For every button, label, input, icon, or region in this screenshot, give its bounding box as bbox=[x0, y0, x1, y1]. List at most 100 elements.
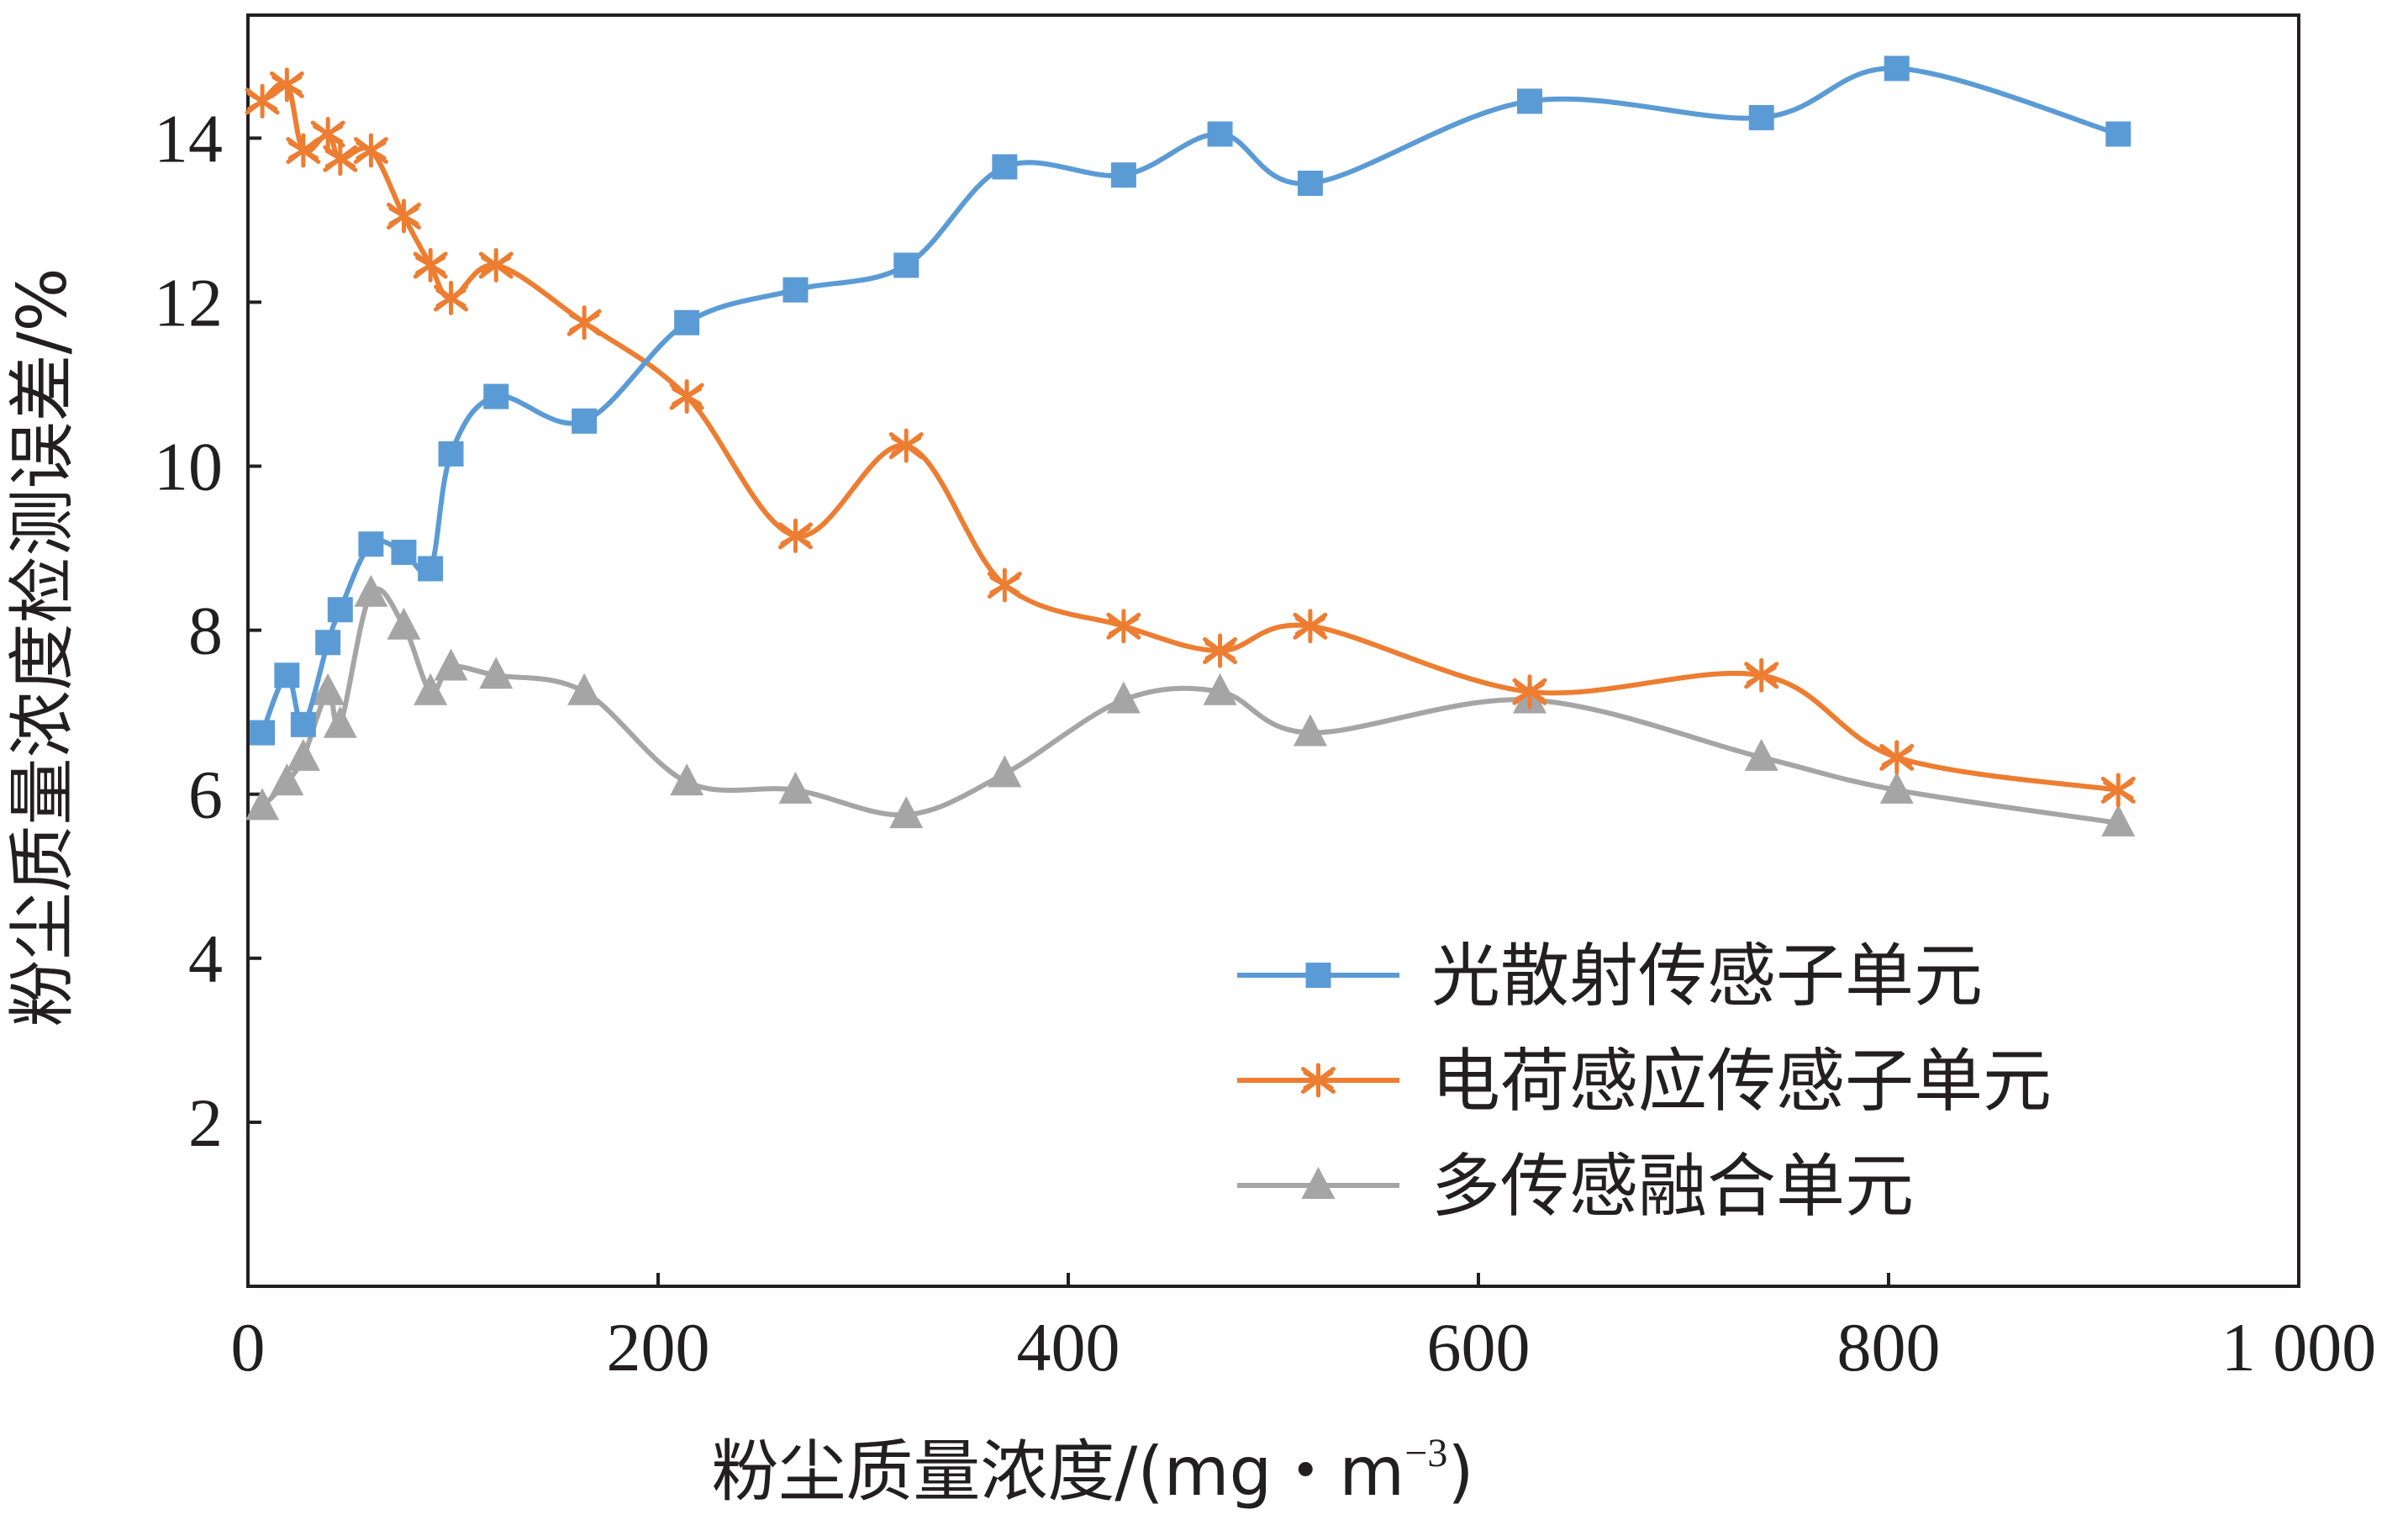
asterisk-stroke bbox=[353, 136, 388, 164]
data-point bbox=[391, 539, 417, 565]
data-point bbox=[1748, 104, 1774, 130]
asterisk-stroke bbox=[987, 571, 1022, 599]
legend-item: 光散射传感子单元 bbox=[1237, 937, 1983, 1016]
asterisk-stroke bbox=[888, 432, 924, 460]
y-tick-label: 8 bbox=[188, 593, 223, 669]
asterisk-stroke bbox=[434, 284, 469, 312]
data-point bbox=[893, 252, 919, 278]
legend-item: 电荷感应传感子单元 bbox=[1237, 1042, 2052, 1122]
data-point bbox=[1297, 170, 1323, 196]
data-point bbox=[567, 673, 602, 705]
data-point bbox=[889, 796, 924, 829]
data-point bbox=[566, 305, 602, 340]
y-tick-label: 12 bbox=[154, 264, 223, 340]
legend-swatch-marker bbox=[1301, 1167, 1336, 1199]
data-point bbox=[1744, 657, 1779, 693]
data-point bbox=[987, 567, 1022, 603]
series-layer bbox=[245, 55, 2136, 837]
data-point bbox=[418, 556, 444, 582]
asterisk-stroke bbox=[1106, 612, 1141, 640]
data-point bbox=[311, 673, 345, 705]
data-point bbox=[669, 379, 704, 414]
x-tick-label: 800 bbox=[1837, 1309, 1941, 1385]
data-point bbox=[2101, 804, 2136, 837]
legend-label: 电荷感应传感子单元 bbox=[1431, 1042, 2052, 1122]
y-tick-label: 6 bbox=[188, 757, 223, 833]
data-point bbox=[2105, 121, 2131, 147]
data-point bbox=[354, 574, 388, 607]
data-point bbox=[438, 441, 464, 467]
data-point bbox=[358, 531, 384, 557]
x-tick-label: 600 bbox=[1427, 1309, 1531, 1385]
data-point bbox=[888, 428, 924, 463]
data-point bbox=[572, 408, 598, 434]
legend-item: 多传感融合单元 bbox=[1237, 1147, 1914, 1227]
data-point bbox=[1110, 162, 1136, 188]
asterisk-stroke bbox=[1301, 1067, 1336, 1094]
data-point bbox=[323, 141, 358, 177]
data-point bbox=[286, 738, 320, 771]
asterisk-stroke bbox=[1293, 612, 1328, 640]
data-point bbox=[414, 673, 448, 705]
data-point bbox=[479, 657, 514, 689]
series-1 bbox=[250, 55, 2131, 746]
data-point bbox=[483, 383, 509, 409]
data-point bbox=[992, 154, 1018, 180]
asterisk-stroke bbox=[323, 145, 358, 172]
series-line bbox=[260, 66, 2121, 736]
asterisk-stroke bbox=[777, 522, 813, 550]
asterisk-stroke bbox=[1879, 743, 1915, 771]
data-point bbox=[2100, 773, 2136, 808]
x-tick-label: 200 bbox=[607, 1309, 710, 1385]
legend-swatch-marker bbox=[1301, 1063, 1336, 1098]
data-point bbox=[1293, 609, 1328, 644]
asterisk-stroke bbox=[386, 202, 421, 230]
asterisk-stroke bbox=[413, 251, 448, 279]
asterisk-stroke bbox=[566, 309, 602, 336]
x-tick-label: 400 bbox=[1017, 1309, 1120, 1385]
data-point bbox=[674, 309, 700, 335]
series-3 bbox=[245, 574, 2136, 837]
data-point bbox=[1293, 714, 1327, 747]
asterisk-stroke bbox=[2100, 776, 2136, 804]
data-point bbox=[245, 83, 280, 119]
legend-swatch-marker bbox=[1305, 963, 1331, 988]
data-point bbox=[1207, 121, 1233, 147]
data-point bbox=[1512, 674, 1547, 710]
asterisk-stroke bbox=[478, 251, 514, 279]
axes: 0 200 400 600 800 1 000 2 4 6 8 10 12 14 bbox=[154, 13, 2377, 1385]
asterisk-stroke bbox=[1512, 678, 1547, 705]
data-point bbox=[1517, 88, 1542, 114]
y-tick-label: 2 bbox=[188, 1085, 223, 1161]
data-point bbox=[386, 198, 421, 234]
data-point bbox=[1203, 673, 1237, 705]
data-point bbox=[1106, 609, 1141, 644]
data-point bbox=[315, 630, 341, 656]
data-point bbox=[988, 755, 1022, 788]
asterisk-stroke bbox=[1203, 637, 1238, 664]
asterisk-stroke bbox=[269, 71, 304, 98]
data-point bbox=[387, 607, 421, 640]
plot-frame bbox=[246, 13, 2300, 1288]
data-point bbox=[782, 277, 809, 303]
y-tick-label: 14 bbox=[154, 100, 223, 177]
y-axis-title: 粉尘质量浓度检测误差/% bbox=[3, 268, 82, 1027]
data-point bbox=[1879, 740, 1915, 775]
data-point bbox=[434, 648, 468, 681]
x-axis-title: 粉尘质量浓度/(mg・m−3) bbox=[711, 1431, 1473, 1511]
data-point bbox=[290, 711, 316, 737]
asterisk-stroke bbox=[1744, 662, 1779, 689]
data-point bbox=[778, 771, 813, 804]
data-point bbox=[270, 763, 304, 796]
data-point bbox=[1203, 633, 1238, 668]
data-point bbox=[353, 133, 388, 168]
data-point bbox=[1884, 55, 1910, 82]
data-point bbox=[1106, 681, 1141, 714]
data-point bbox=[478, 248, 514, 283]
x-tick-label: 1 000 bbox=[2221, 1309, 2377, 1385]
data-point bbox=[327, 597, 353, 623]
data-point bbox=[434, 281, 469, 316]
series-2 bbox=[245, 67, 2136, 808]
